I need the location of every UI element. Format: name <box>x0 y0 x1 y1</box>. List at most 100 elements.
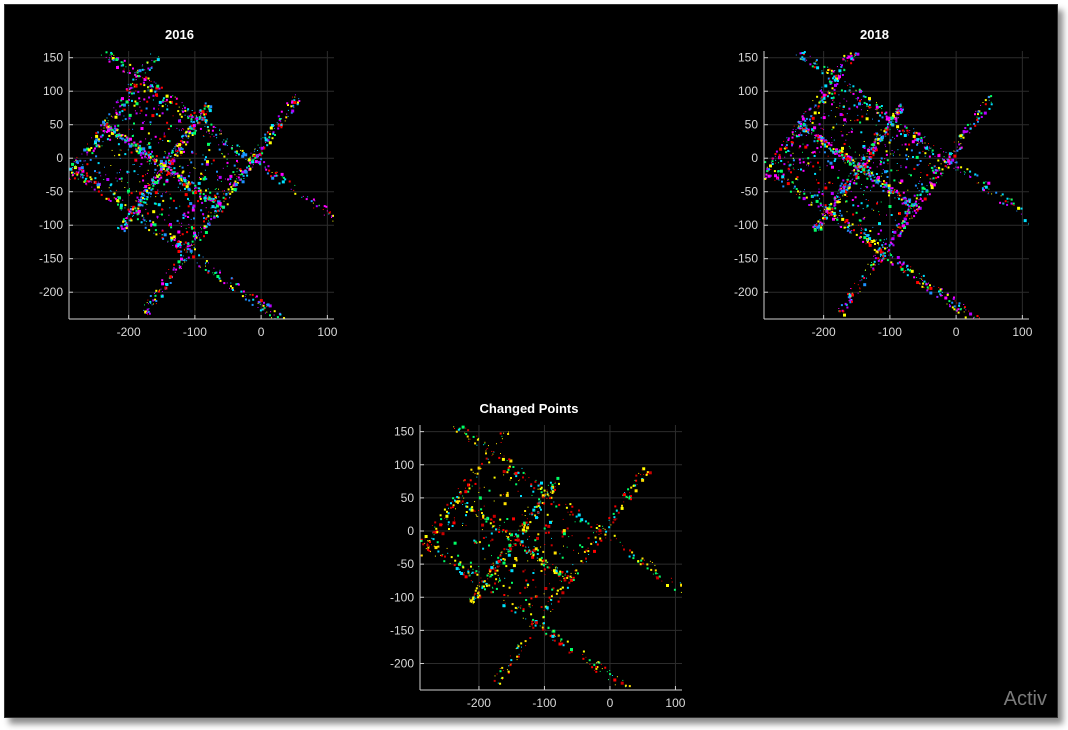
point-mark <box>817 229 819 231</box>
point-mark <box>833 151 835 153</box>
point-mark <box>555 572 558 575</box>
point-mark <box>129 208 132 211</box>
point-mark <box>893 179 896 182</box>
point-mark <box>795 135 798 138</box>
point-mark <box>912 134 916 138</box>
point-mark <box>541 494 545 498</box>
point-mark <box>186 258 188 260</box>
point-mark <box>494 675 496 677</box>
point-mark <box>807 128 810 131</box>
point-mark <box>896 170 898 172</box>
point-mark <box>805 127 808 130</box>
point-mark <box>930 182 933 185</box>
point-mark <box>635 479 638 482</box>
point-mark <box>845 139 847 141</box>
point-mark <box>639 563 642 566</box>
point-mark <box>161 229 164 232</box>
point-mark <box>240 169 242 172</box>
point-mark <box>178 146 180 148</box>
point-mark <box>510 477 512 479</box>
point-mark <box>179 265 182 268</box>
point-mark <box>802 143 804 145</box>
point-mark <box>808 204 811 206</box>
point-mark <box>783 163 786 166</box>
point-mark <box>901 263 904 266</box>
point-mark <box>152 99 154 101</box>
point-mark <box>166 190 168 192</box>
point-mark <box>926 145 928 147</box>
point-mark <box>190 127 193 130</box>
point-mark <box>888 191 891 194</box>
point-mark <box>152 303 154 305</box>
point-mark <box>764 177 767 180</box>
point-mark <box>551 483 554 486</box>
point-mark <box>164 170 166 172</box>
point-mark <box>97 190 100 193</box>
point-mark <box>885 184 888 187</box>
point-mark <box>114 127 117 130</box>
point-mark <box>145 152 147 154</box>
point-mark <box>177 250 181 253</box>
point-mark <box>219 271 221 274</box>
point-mark <box>938 290 940 293</box>
point-mark <box>117 203 119 206</box>
point-mark <box>510 659 513 662</box>
point-mark <box>613 678 617 682</box>
point-mark <box>203 107 206 110</box>
point-mark <box>822 217 824 220</box>
point-mark <box>226 282 228 284</box>
point-mark <box>76 156 78 158</box>
point-mark <box>874 108 876 110</box>
point-mark <box>143 78 147 81</box>
point-mark <box>180 250 183 253</box>
point-mark <box>603 527 605 529</box>
point-mark <box>878 106 881 108</box>
point-mark <box>236 168 238 170</box>
point-mark <box>162 140 164 141</box>
point-mark <box>218 277 221 280</box>
point-mark <box>485 448 487 450</box>
point-mark <box>611 675 613 676</box>
point-mark <box>473 541 476 544</box>
point-mark <box>863 141 865 142</box>
point-mark <box>881 112 883 114</box>
point-mark <box>314 200 316 202</box>
point-mark <box>848 296 851 299</box>
point-mark <box>185 185 189 189</box>
point-mark <box>958 148 960 150</box>
point-mark <box>835 201 837 203</box>
point-mark <box>549 634 552 637</box>
point-mark <box>477 596 480 599</box>
point-mark <box>872 263 875 266</box>
point-mark <box>854 196 857 199</box>
point-mark <box>479 585 480 587</box>
point-mark <box>488 568 492 572</box>
point-mark <box>134 100 137 103</box>
chart-title: 2018 <box>860 27 889 42</box>
point-mark <box>531 555 535 559</box>
point-mark <box>878 263 880 265</box>
point-mark <box>821 213 824 216</box>
point-mark <box>216 170 218 173</box>
point-mark <box>149 153 152 155</box>
point-mark <box>778 156 781 159</box>
point-mark <box>561 571 564 573</box>
point-mark <box>915 138 919 142</box>
point-mark <box>457 488 459 490</box>
point-mark <box>925 283 928 286</box>
point-mark <box>596 524 598 525</box>
point-mark <box>332 220 334 222</box>
point-mark <box>928 155 931 158</box>
point-mark <box>826 139 827 141</box>
point-mark <box>223 190 225 192</box>
point-mark <box>184 114 186 116</box>
point-mark <box>893 235 895 237</box>
point-mark <box>892 136 894 138</box>
point-mark <box>139 166 141 167</box>
point-mark <box>824 183 826 185</box>
point-mark <box>191 208 195 212</box>
point-mark <box>196 116 198 119</box>
point-mark <box>180 257 183 261</box>
point-mark <box>632 484 635 487</box>
point-mark <box>75 160 77 161</box>
